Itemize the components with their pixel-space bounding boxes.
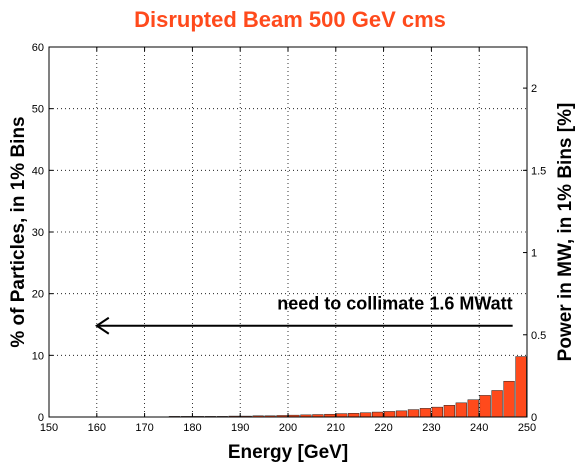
x-tick-label: 160 [88,422,106,434]
bars-group [168,67,539,417]
x-tick-label: 250 [518,422,536,434]
x-tick-label: 150 [40,422,58,434]
y2-axis-label: Power in MW, in 1% Bins [%] [555,103,576,362]
y-tick-label: 50 [32,104,44,116]
y-tick-labels: 0 10 20 30 40 50 60 [32,42,44,424]
x-axis-label: Energy [GeV] [228,442,348,463]
annotation-arrow-head [94,316,110,335]
y2-tick-label: 1.5 [531,165,546,177]
y-tick-label: 30 [32,227,44,239]
bar [455,402,467,417]
x-tick-label: 180 [183,422,201,434]
y-tick-label: 60 [32,42,44,54]
grid-lines [49,47,527,417]
bar [503,380,515,417]
y-tick-label: 0 [38,412,44,424]
bar [276,415,288,417]
axes-group [48,46,528,418]
chart-title: Disrupted Beam 500 GeV cms [134,7,446,32]
bar [383,411,396,417]
y2-tick-label: 1 [531,248,537,260]
bar [467,399,479,417]
bar [443,405,455,417]
annotation-group: need to collimate 1.6 MWatt [94,294,513,335]
x-tick-label: 200 [279,422,297,434]
bar [431,406,443,417]
bar [348,413,360,417]
bar [407,409,420,417]
y-tick-label: 40 [32,165,44,177]
bar [528,67,539,417]
annotation-text: need to collimate 1.6 MWatt [277,294,512,314]
bar [324,413,336,417]
bar [360,412,372,417]
bar [336,413,348,417]
y-tick-label: 10 [32,350,44,362]
y2-tick-label: 0 [531,412,537,424]
bar [419,408,432,417]
x-tick-label: 190 [231,422,249,434]
bar [479,395,491,417]
x-tick-labels: 150 160 170 180 190 200 210 220 230 240 250 [40,422,536,434]
bar [395,410,408,417]
x-tick-label: 220 [374,422,392,434]
bar [372,411,384,417]
y-tick-label: 20 [32,289,44,301]
y2-tick-label: 2 [531,83,537,95]
bar [491,390,503,417]
y2-tick-label: 0.5 [531,330,546,342]
x-tick-label: 210 [327,422,345,434]
bar [515,356,527,417]
bar [300,414,312,417]
y2-tick-labels: 0 0.5 1 1.5 2 [531,83,546,424]
x-tick-label: 240 [470,422,488,434]
x-tick-label: 170 [135,422,153,434]
x-tick-label: 230 [422,422,440,434]
y-axis-label: % of Particles, in 1% Bins [8,116,29,347]
